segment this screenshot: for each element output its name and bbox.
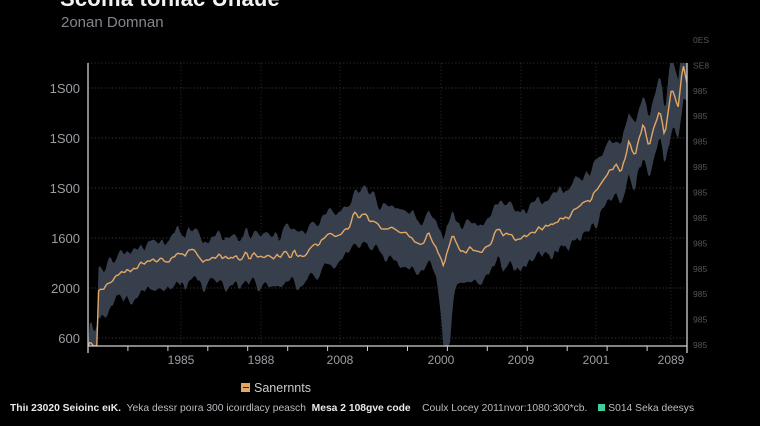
svg-text:2001: 2001 <box>583 353 610 367</box>
svg-text:600: 600 <box>58 331 80 346</box>
svg-text:1985: 1985 <box>168 353 195 367</box>
svg-text:985: 985 <box>693 340 707 350</box>
svg-text:1600: 1600 <box>51 231 80 246</box>
svg-text:985: 985 <box>693 289 707 299</box>
svg-text:985: 985 <box>693 238 707 248</box>
svg-text:2000: 2000 <box>51 281 80 296</box>
svg-text:985: 985 <box>693 264 707 274</box>
svg-text:2000: 2000 <box>428 353 455 367</box>
svg-text:985: 985 <box>693 111 707 121</box>
svg-text:985: 985 <box>693 315 707 325</box>
svg-text:985: 985 <box>693 162 707 172</box>
svg-text:2089: 2089 <box>658 353 685 367</box>
svg-text:SE8: SE8 <box>693 60 709 70</box>
svg-text:1S00: 1S00 <box>50 181 80 196</box>
svg-text:0ES: 0ES <box>693 35 709 45</box>
svg-text:985: 985 <box>693 213 707 223</box>
svg-text:2008: 2008 <box>327 353 354 367</box>
svg-text:2009: 2009 <box>508 353 535 367</box>
svg-text:1988: 1988 <box>248 353 275 367</box>
svg-text:1S00: 1S00 <box>50 81 80 96</box>
svg-text:1S00: 1S00 <box>50 131 80 146</box>
svg-text:985: 985 <box>693 86 707 96</box>
svg-text:985: 985 <box>693 188 707 198</box>
svg-text:985: 985 <box>693 137 707 147</box>
